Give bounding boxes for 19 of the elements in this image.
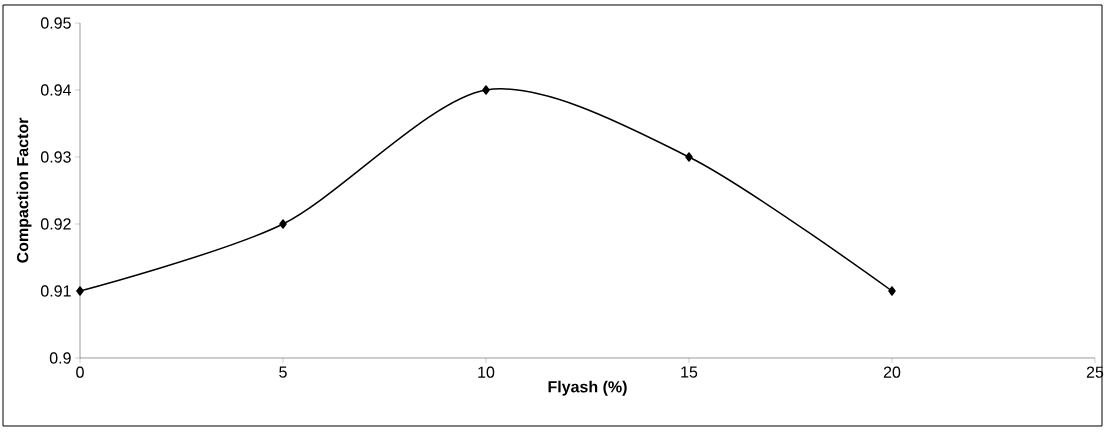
y-tick-label: 0.93 <box>40 151 71 163</box>
y-tick-label: 0.95 <box>40 17 71 29</box>
y-tick-label: 0.94 <box>40 84 71 96</box>
point <box>482 85 490 95</box>
y-axis-title: Compaction Factor <box>16 117 32 263</box>
y-tick-label: 0.92 <box>40 218 71 230</box>
x-tick-label: 15 <box>681 366 698 378</box>
point <box>685 152 693 162</box>
point <box>76 286 84 296</box>
x-tick-label: 5 <box>279 366 287 378</box>
x-tick-label: 10 <box>478 366 495 378</box>
x-axis-title: Flyash (%) <box>548 380 627 396</box>
x-tick-label: 25 <box>1086 366 1104 378</box>
x-tick-label: 0 <box>76 366 84 378</box>
point <box>888 286 896 296</box>
x-tick-label: 20 <box>883 366 901 378</box>
y-tick-label: 0.91 <box>40 285 71 297</box>
y-tick-label: 0.9 <box>49 352 71 364</box>
point <box>279 219 287 229</box>
